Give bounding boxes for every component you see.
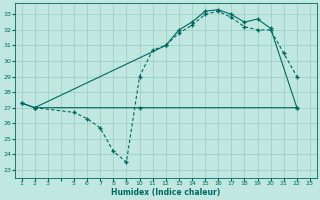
X-axis label: Humidex (Indice chaleur): Humidex (Indice chaleur) xyxy=(111,188,220,197)
